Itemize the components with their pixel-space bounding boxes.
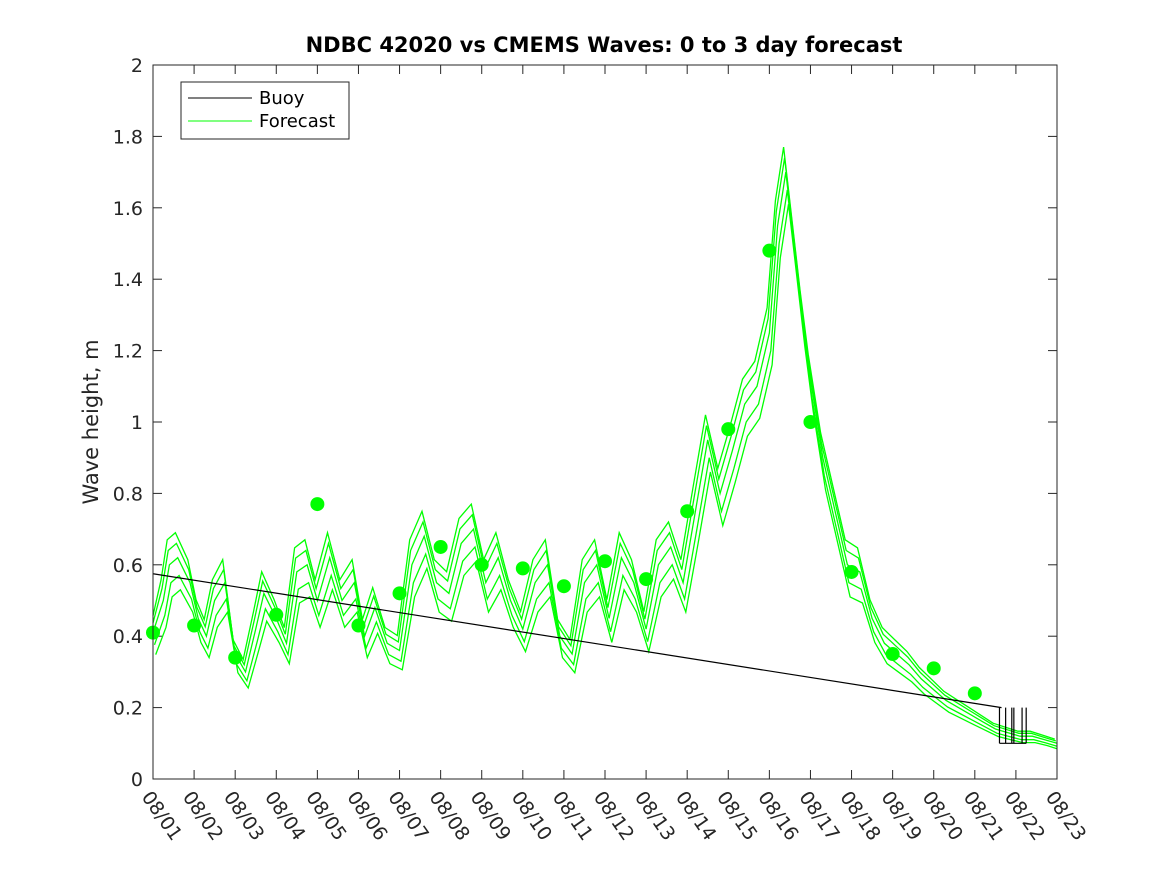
forecast-point [556,579,571,594]
x-tick-label: 08/17 [794,787,843,844]
plot-area [153,65,1057,779]
buoy-line [152,573,1002,709]
forecast-point [803,415,818,429]
legend-buoy-label: Buoy [259,88,305,109]
forecast-point [310,497,325,512]
x-tick-label: 08/04 [260,787,309,844]
y-tick-label: 1 [131,412,143,434]
x-tick-label: 08/08 [425,787,474,844]
x-tick-label: 08/11 [548,787,597,844]
forecast-point [269,607,284,622]
x-tick-label: 08/07 [383,787,432,844]
forecast-point [433,539,448,554]
legend-box [180,81,350,140]
x-tick-label: 08/01 [137,787,186,844]
y-axis-label: Wave height, m [79,339,103,504]
x-tick-label: 08/22 [1000,787,1049,844]
forecast-point [598,554,612,569]
x-tick-label: 08/18 [835,787,884,844]
y-tick-label: 0.8 [113,483,143,505]
y-tick-label: 0.6 [113,555,143,577]
forecast-point [187,618,202,633]
x-tick-label: 08/21 [959,787,1008,844]
forecast-point [967,686,982,701]
forecast-point [392,586,407,601]
forecast-point [926,661,941,676]
x-tick-label: 08/06 [342,787,391,844]
y-tick-label: 0.4 [113,626,143,648]
chart-title: NDBC 42020 vs CMEMS Waves: 0 to 3 day fo… [306,33,903,57]
x-tick-label: 08/20 [918,787,967,844]
y-tick-label: 1.4 [113,269,143,291]
x-tick-label: 08/15 [712,787,761,844]
legend: Buoy Forecast [180,81,350,140]
forecast-point [844,564,859,579]
forecast-point [228,650,243,665]
x-tick-label: 08/19 [877,787,926,844]
legend-forecast-label: Forecast [259,111,335,132]
forecast-point [639,572,654,587]
y-tick-label: 1.8 [113,126,143,148]
x-tick-label: 08/16 [753,787,802,844]
x-tick-label: 08/05 [301,787,350,844]
x-tick-label: 08/12 [589,787,638,844]
forecast-point [721,422,736,437]
forecast-line [152,147,1056,740]
x-tick-label: 08/03 [219,787,268,844]
x-tick-label: 08/10 [507,787,556,844]
forecast-point [885,647,900,662]
x-tick-label: 08/09 [466,787,515,844]
forecast-point [474,557,489,572]
y-tick-label: 1.2 [113,341,143,363]
plot-frame [152,64,1058,780]
forecast-point [515,561,530,576]
forecast-point [680,504,695,519]
y-tick-label: 0.2 [113,698,143,720]
x-tick-label: 08/02 [178,787,227,844]
forecast-line [153,189,1058,747]
y-tick-label: 2 [131,55,143,77]
x-tick-label: 08/14 [671,787,720,844]
forecast-line [155,204,1058,750]
y-tick-label: 0 [131,769,143,791]
x-tick-label: 08/23 [1041,787,1090,844]
y-tick-label: 1.6 [113,198,143,220]
x-tick-label: 08/13 [630,787,679,844]
forecast-point [762,243,777,258]
forecast-point [351,618,366,633]
